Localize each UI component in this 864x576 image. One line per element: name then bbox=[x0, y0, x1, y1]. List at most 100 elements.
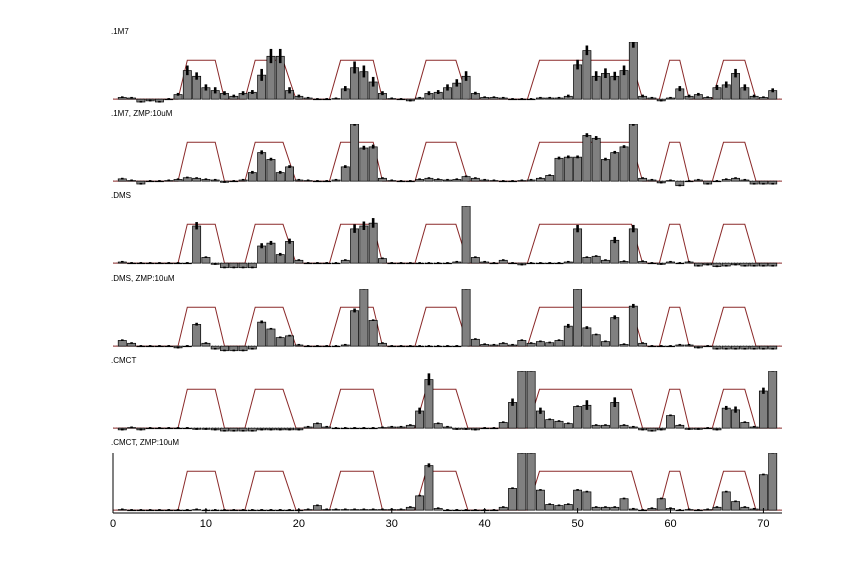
bar bbox=[619, 146, 629, 182]
panel-title: .1M7, ZMP:10uM bbox=[111, 109, 173, 118]
x-tick-label: 30 bbox=[386, 518, 398, 530]
bar bbox=[535, 341, 545, 347]
x-tick-label: 40 bbox=[479, 518, 491, 530]
panel bbox=[113, 42, 782, 103]
bar bbox=[192, 324, 202, 347]
bar bbox=[517, 371, 527, 429]
bar bbox=[591, 137, 601, 182]
bar bbox=[359, 225, 369, 264]
bar bbox=[563, 423, 573, 429]
bar bbox=[573, 289, 583, 347]
bar bbox=[582, 257, 592, 264]
panel-title: .CMCT, ZMP:10uM bbox=[111, 438, 179, 447]
bar bbox=[461, 176, 471, 182]
profile-line bbox=[113, 470, 782, 511]
x-tick-label: 60 bbox=[664, 518, 676, 530]
bar bbox=[359, 147, 369, 182]
bar bbox=[312, 505, 322, 511]
bar bbox=[768, 371, 778, 429]
panel bbox=[113, 206, 782, 269]
bar bbox=[350, 310, 360, 347]
bar bbox=[498, 422, 508, 429]
bar bbox=[545, 419, 555, 429]
panel bbox=[113, 371, 782, 432]
bar bbox=[545, 175, 555, 182]
bar bbox=[610, 152, 620, 182]
bar bbox=[554, 157, 564, 182]
bar bbox=[573, 406, 583, 429]
bar bbox=[573, 156, 583, 182]
panel bbox=[113, 124, 782, 187]
bar bbox=[257, 245, 267, 264]
bar bbox=[526, 371, 536, 429]
bar bbox=[601, 159, 610, 182]
bar bbox=[415, 495, 425, 511]
bar bbox=[508, 402, 517, 429]
bar bbox=[582, 491, 592, 511]
bar bbox=[266, 242, 276, 264]
bar bbox=[285, 241, 294, 264]
bar bbox=[535, 489, 545, 511]
bar bbox=[117, 340, 127, 347]
bar bbox=[247, 172, 257, 182]
profile-line bbox=[113, 306, 782, 347]
bar bbox=[563, 156, 573, 182]
profile-line bbox=[113, 141, 782, 182]
bar bbox=[266, 159, 276, 182]
bar bbox=[368, 320, 378, 347]
x-tick-label: 50 bbox=[571, 518, 583, 530]
bar bbox=[461, 289, 471, 347]
bar bbox=[628, 124, 638, 182]
x-tick-label: 20 bbox=[293, 518, 305, 530]
bar bbox=[666, 415, 675, 429]
bar bbox=[721, 407, 731, 429]
bar bbox=[582, 135, 592, 182]
bar bbox=[582, 50, 592, 100]
panel-title: .CMCT bbox=[111, 356, 136, 365]
x-tick-label: 0 bbox=[110, 518, 116, 530]
bar bbox=[508, 488, 517, 511]
bar bbox=[350, 228, 360, 264]
panel-title: .DMS, ZMP:10uM bbox=[111, 274, 175, 283]
bar bbox=[285, 335, 294, 347]
bar bbox=[740, 422, 750, 429]
bar bbox=[424, 465, 434, 511]
bar bbox=[563, 504, 573, 511]
bar bbox=[731, 501, 740, 511]
bar bbox=[350, 124, 360, 182]
bar bbox=[768, 453, 778, 511]
bar bbox=[545, 504, 555, 511]
x-tick-label: 10 bbox=[200, 518, 212, 530]
bar bbox=[517, 453, 527, 511]
bar bbox=[601, 341, 610, 347]
bar bbox=[368, 222, 378, 264]
bar bbox=[610, 239, 620, 264]
bar bbox=[591, 255, 601, 264]
bar bbox=[285, 166, 294, 182]
bar bbox=[619, 498, 629, 511]
bar bbox=[628, 305, 638, 347]
bar bbox=[656, 498, 666, 511]
bar bbox=[591, 334, 601, 347]
bar bbox=[563, 325, 573, 347]
bar bbox=[573, 228, 583, 264]
profile-line bbox=[113, 223, 782, 264]
bar bbox=[257, 152, 267, 182]
bar bbox=[758, 390, 768, 429]
bar bbox=[312, 423, 322, 429]
bar bbox=[359, 289, 369, 347]
x-tick-label: 70 bbox=[757, 518, 769, 530]
bar bbox=[573, 64, 583, 100]
bar bbox=[554, 340, 564, 347]
bar bbox=[275, 254, 285, 264]
bar bbox=[758, 474, 768, 511]
profile-line bbox=[113, 388, 782, 429]
bar bbox=[275, 337, 285, 347]
bar bbox=[201, 257, 211, 264]
bar bbox=[470, 338, 480, 347]
panel-title: .1M7 bbox=[111, 27, 129, 36]
bar bbox=[554, 420, 564, 429]
bar bbox=[628, 228, 638, 264]
bar bbox=[433, 423, 443, 429]
